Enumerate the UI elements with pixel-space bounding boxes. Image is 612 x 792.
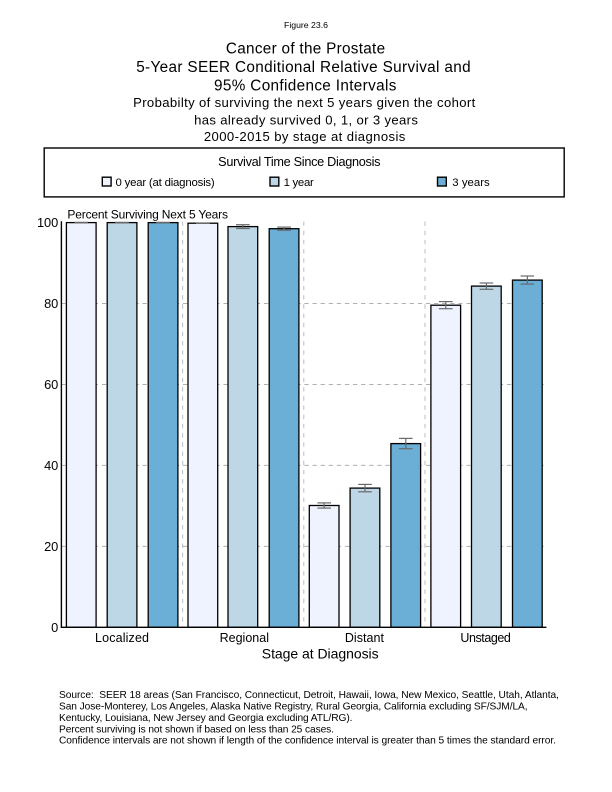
svg-text:5-Year SEER Conditional Relati: 5-Year SEER Conditional Relative Surviva…	[136, 59, 470, 76]
svg-text:has already survived 0, 1, or: has already survived 0, 1, or 3 years	[194, 113, 418, 128]
svg-text:Confidence intervals are not s: Confidence intervals are not shown if le…	[59, 736, 556, 747]
svg-text:Survival Time Since Diagnosis: Survival Time Since Diagnosis	[218, 155, 380, 169]
svg-text:20: 20	[44, 539, 58, 554]
svg-text:0: 0	[51, 620, 58, 635]
svg-text:95% Confidence Intervals: 95% Confidence Intervals	[214, 77, 397, 94]
svg-text:Kentucky, Louisiana, New Jerse: Kentucky, Louisiana, New Jersey and Geor…	[59, 713, 353, 724]
svg-text:Unstaged: Unstaged	[460, 631, 511, 645]
svg-text:San Jose-Monterey, Los Angeles: San Jose-Monterey, Los Angeles, Alaska N…	[59, 702, 528, 713]
svg-text:Percent surviving is not shown: Percent surviving is not shown if based …	[59, 724, 334, 735]
svg-text:Regional: Regional	[220, 631, 269, 645]
svg-text:Cancer of the Prostate: Cancer of the Prostate	[226, 40, 385, 57]
svg-text:40: 40	[44, 458, 58, 473]
svg-text:Source: SEER 18 areas (San Fr: Source: SEER 18 areas (San Francisco, Co…	[59, 690, 559, 701]
svg-text:1 year: 1 year	[284, 177, 314, 189]
svg-text:Percent Surviving Next 5 Years: Percent Surviving Next 5 Years	[67, 208, 228, 222]
svg-text:Probabilty of surviving the ne: Probabilty of surviving the next 5 years…	[133, 95, 476, 110]
svg-text:Localized: Localized	[95, 631, 149, 645]
svg-text:100: 100	[37, 215, 58, 230]
svg-text:0 year (at diagnosis): 0 year (at diagnosis)	[116, 177, 215, 189]
svg-text:60: 60	[44, 377, 58, 392]
svg-text:Figure 23.6: Figure 23.6	[284, 20, 328, 30]
svg-text:3 years: 3 years	[452, 177, 490, 189]
svg-text:2000-2015 by stage at diagnosi: 2000-2015 by stage at diagnosis	[204, 129, 406, 144]
svg-text:Distant: Distant	[345, 631, 385, 645]
svg-text:80: 80	[44, 296, 58, 311]
svg-text:Stage at Diagnosis: Stage at Diagnosis	[262, 646, 379, 662]
